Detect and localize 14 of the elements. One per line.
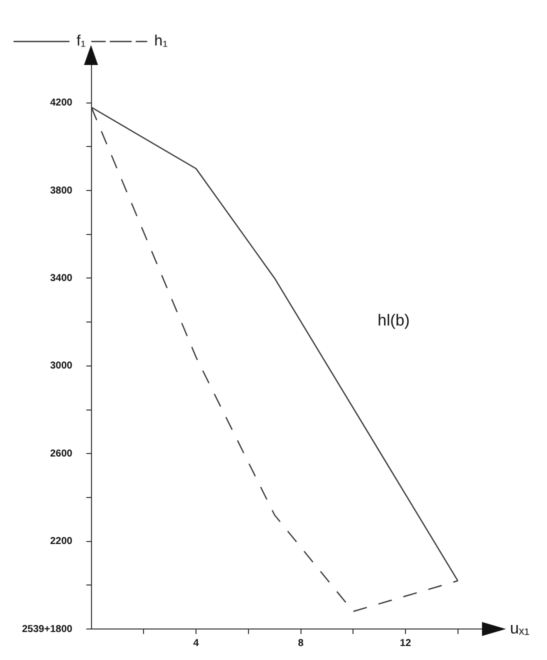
y-tick-label: 2200 <box>50 536 73 548</box>
y-tick-label: 3400 <box>50 272 73 284</box>
y-tick-label: 2600 <box>50 448 73 460</box>
annotation: hl(b) <box>378 312 410 330</box>
y-tick-label: 4200 <box>50 98 73 109</box>
x-axis-title: uₓ₁ <box>510 620 530 638</box>
x-tick-label: 8 <box>298 638 304 649</box>
y-tick-label: 3000 <box>50 360 73 372</box>
legend-label: f₁ <box>76 32 86 50</box>
legend-label: h₁ <box>154 32 168 50</box>
y-tick-label: 3800 <box>50 185 73 196</box>
x-tick-label: 4 <box>193 638 200 649</box>
x-tick-label: 12 <box>400 638 412 649</box>
y-tick-label: 2539+1800 <box>22 624 73 635</box>
